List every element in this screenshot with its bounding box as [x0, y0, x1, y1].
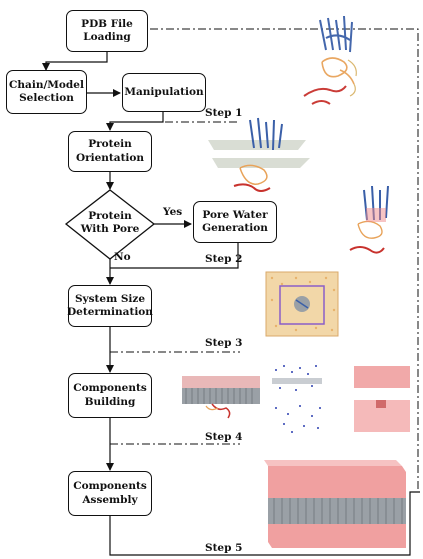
arrow-manipulation-to-orientation — [106, 112, 164, 131]
system-size-render — [265, 271, 339, 337]
step3-label: Step 3 — [205, 337, 243, 349]
protein-with-pore-label[interactable]: Protein With Pore — [80, 210, 140, 236]
pdb-loading-box[interactable]: PDB File Loading — [66, 10, 148, 52]
protein-render-2 — [208, 117, 310, 192]
membrane-render — [182, 376, 260, 419]
decision-diamond — [64, 189, 156, 260]
arrow-pdb-to-chain — [42, 52, 108, 71]
water-render — [354, 366, 410, 432]
pore-water-box[interactable]: Pore Water Generation — [193, 201, 277, 243]
no-label: No — [114, 251, 131, 263]
protein-render-1 — [303, 15, 357, 105]
yes-label: Yes — [163, 206, 183, 218]
components-assembly-box[interactable]: Components Assembly — [68, 471, 152, 516]
line-pore-water-return — [110, 243, 239, 269]
step4-label: Step 4 — [205, 431, 243, 443]
line-loop-bottom — [109, 491, 420, 556]
system-size-box[interactable]: System Size Determination — [67, 285, 153, 327]
components-building-box[interactable]: Components Building — [68, 373, 152, 418]
step1-label: Step 1 — [205, 107, 243, 119]
ions-render — [272, 365, 322, 433]
step5-label: Step 5 — [205, 542, 243, 554]
manipulation-box[interactable]: Manipulation — [122, 73, 206, 112]
protein-render-3 — [349, 185, 389, 254]
step2-label: Step 2 — [205, 253, 243, 265]
chain-selection-box[interactable]: Chain/Model Selection — [6, 70, 87, 114]
step-outline-top — [150, 28, 419, 492]
assembly-render — [264, 460, 406, 548]
protein-orientation-box[interactable]: Protein Orientation — [68, 131, 152, 172]
